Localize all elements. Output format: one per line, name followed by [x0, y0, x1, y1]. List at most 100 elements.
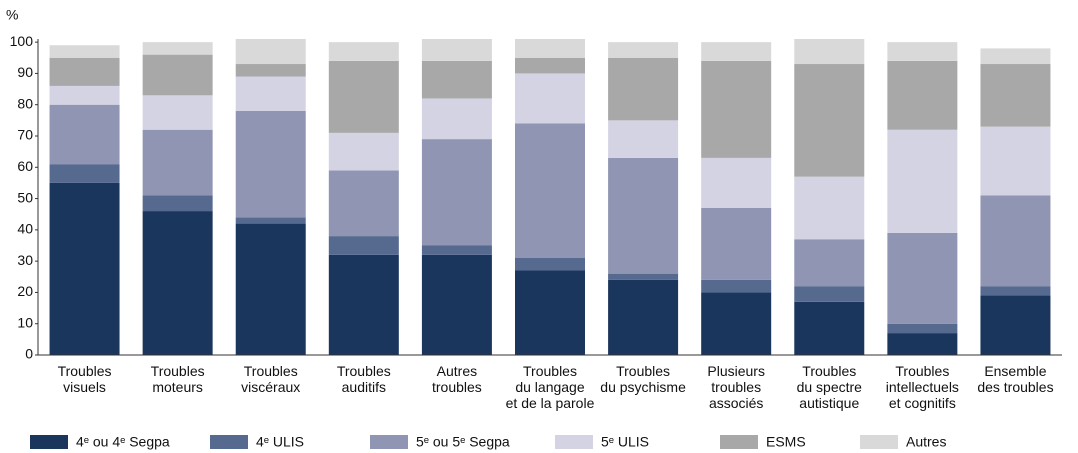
- bar-segment: [794, 39, 865, 65]
- y-tick-label: 60: [17, 158, 33, 174]
- legend-swatch: [210, 435, 248, 449]
- legend-label: ESMS: [766, 434, 806, 450]
- bar-segment: [235, 223, 306, 355]
- bar-segment: [701, 42, 772, 61]
- bar-segment: [515, 258, 585, 271]
- x-tick-line: Troubles: [244, 363, 298, 379]
- bar-segment: [887, 42, 958, 61]
- x-tick-line: troubles: [432, 379, 482, 395]
- x-tick-label: Troubles visuels: [58, 363, 112, 395]
- bar-segment: [608, 279, 679, 355]
- x-tick-line: Troubles: [523, 363, 577, 379]
- bar-segment: [608, 157, 679, 274]
- bar-segment: [887, 129, 958, 233]
- x-tick-line: viscéraux: [241, 379, 300, 395]
- x-tick-line: Troubles: [58, 363, 112, 379]
- y-unit: %: [6, 7, 18, 23]
- bar-segment: [142, 42, 213, 55]
- bar-segment: [794, 176, 865, 240]
- bar-segment: [887, 60, 958, 130]
- bar-segment: [49, 57, 120, 86]
- y-tick-label: 30: [17, 252, 33, 268]
- y-tick-label: 80: [17, 95, 33, 111]
- bar-segment: [142, 95, 213, 130]
- legend-label: Autres: [906, 434, 946, 450]
- bar-segment: [421, 139, 492, 246]
- bar-segment: [980, 295, 1051, 355]
- x-tick-label: Troubles auditifs: [337, 363, 391, 395]
- x-tick-line: moteurs: [152, 379, 203, 395]
- bar-segment: [421, 245, 492, 255]
- bar-segment: [701, 157, 772, 208]
- y-tick-label: 70: [17, 127, 33, 143]
- bar-segment: [515, 270, 585, 355]
- legend-label: 5ᵉ ou 5ᵉ Segpa: [416, 434, 510, 450]
- bar-segment: [235, 64, 306, 77]
- legend-swatch: [370, 435, 408, 449]
- bar-segment: [235, 39, 306, 65]
- bar-segment: [515, 39, 585, 58]
- x-tick-line: du psychisme: [600, 379, 686, 395]
- bar-segment: [515, 57, 585, 74]
- bar-segment: [49, 45, 120, 58]
- bar-segment: [887, 323, 958, 334]
- x-tick-line: Troubles: [337, 363, 391, 379]
- x-tick-line: et cognitifs: [889, 395, 956, 411]
- bar-segment: [328, 42, 399, 61]
- y-tick-label: 50: [17, 189, 33, 205]
- bar-segment: [608, 273, 679, 280]
- x-tick-label: Ensemble des troubles: [977, 363, 1053, 395]
- bar-segment: [235, 217, 306, 224]
- legend-swatch: [860, 435, 898, 449]
- bar-segment: [328, 170, 399, 237]
- bar-segment: [701, 207, 772, 280]
- x-tick-line: Troubles: [895, 363, 949, 379]
- bar-segment: [515, 123, 585, 259]
- bar-segment: [421, 254, 492, 355]
- x-tick-line: Troubles: [616, 363, 670, 379]
- x-tick-line: autistique: [799, 395, 859, 411]
- bar-segment: [608, 120, 679, 158]
- legend-label: 4ᵉ ou 4ᵉ Segpa: [76, 434, 170, 450]
- bar-segment: [49, 164, 120, 183]
- bar-segment: [421, 39, 492, 61]
- bar-segment: [49, 182, 120, 355]
- bar-segment: [328, 236, 399, 255]
- x-tick-line: Plusieurs: [707, 363, 765, 379]
- x-tick-line: associés: [709, 395, 763, 411]
- x-tick-label: Troubles intellectuels et cognitifs: [886, 363, 959, 411]
- x-tick-label: Troubles moteurs: [151, 363, 205, 395]
- y-tick-label: 20: [17, 283, 33, 299]
- y-tick-label: 0: [25, 346, 33, 362]
- y-tick-label: 10: [17, 314, 33, 330]
- x-tick-label: Autres troubles: [432, 363, 482, 395]
- bar-segment: [887, 232, 958, 324]
- bar-segment: [328, 132, 399, 171]
- legend-label: 4ᵉ ULIS: [256, 434, 304, 450]
- bar-segment: [49, 104, 120, 165]
- bar-segment: [701, 60, 772, 158]
- legend-swatch: [555, 435, 593, 449]
- bar-segment: [794, 64, 865, 177]
- y-tick-label: 90: [17, 64, 33, 80]
- legend-swatch: [30, 435, 68, 449]
- bar-segment: [980, 126, 1051, 196]
- y-tick-label: 40: [17, 221, 33, 237]
- x-tick-line: du spectre: [797, 379, 863, 395]
- bar-segment: [142, 54, 213, 96]
- bar-segment: [142, 211, 213, 355]
- bar-segment: [328, 254, 399, 355]
- y-tick-label: 100: [10, 33, 34, 49]
- x-tick-line: des troubles: [977, 379, 1053, 395]
- x-tick-label: Troubles du spectre autistique: [797, 363, 863, 411]
- bar-segment: [49, 85, 120, 105]
- bar-segment: [421, 60, 492, 99]
- bar-segment: [608, 57, 679, 121]
- x-tick-label: Plusieurs troubles associés: [707, 363, 765, 411]
- bar-segment: [701, 279, 772, 293]
- bar-segment: [421, 98, 492, 140]
- x-tick-line: auditifs: [342, 379, 386, 395]
- bar-segment: [794, 239, 865, 287]
- bar-segment: [328, 60, 399, 133]
